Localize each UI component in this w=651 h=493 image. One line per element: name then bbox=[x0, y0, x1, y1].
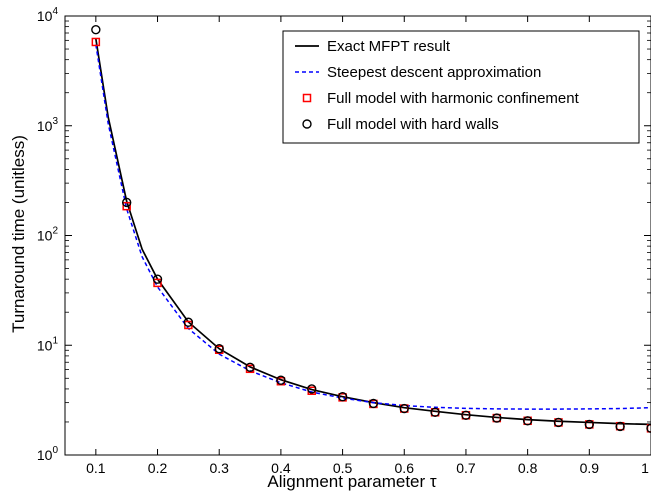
legend-label: Exact MFPT result bbox=[327, 38, 451, 55]
hard-wall-point bbox=[492, 413, 502, 423]
series-4 bbox=[91, 25, 651, 434]
hard-wall-point bbox=[91, 25, 101, 35]
y-tick-label: 100 bbox=[37, 445, 59, 463]
hard-wall-point bbox=[615, 421, 625, 432]
y-axis-title: Turnaround time (unitless) bbox=[9, 135, 28, 333]
hard-wall-point bbox=[584, 419, 595, 430]
hard-wall-point bbox=[646, 423, 651, 434]
x-tick-label: 0.7 bbox=[456, 460, 476, 476]
hard-wall-point bbox=[430, 407, 440, 417]
axes bbox=[64, 15, 651, 456]
x-tick-label: 0.1 bbox=[86, 460, 106, 476]
x-axis-title: Alignment parameter τ bbox=[267, 472, 437, 491]
series-2 bbox=[95, 44, 651, 410]
hard-wall-point bbox=[461, 410, 471, 421]
x-tick-label: 0.3 bbox=[209, 460, 229, 476]
hard-wall-point bbox=[183, 317, 194, 327]
y-tick-label: 101 bbox=[37, 335, 59, 353]
harmonic-point bbox=[153, 278, 162, 288]
hard-wall-point bbox=[245, 362, 255, 372]
hard-wall-point bbox=[399, 403, 409, 414]
x-tick-label: 0.8 bbox=[518, 460, 538, 476]
hard-wall-point bbox=[522, 416, 533, 426]
legend-swatch-square bbox=[302, 93, 312, 103]
legend-box bbox=[282, 30, 640, 144]
tick-labels: 0.1 0.2 0.3 0.4 0.5 0.6 0.7 0.8 0.9 1 100 101 102 103… bbox=[37, 6, 649, 476]
hard-wall-point bbox=[152, 274, 163, 284]
x-tick-label: 1 bbox=[641, 460, 649, 476]
series-group bbox=[91, 25, 651, 434]
harmonic-point bbox=[91, 37, 101, 47]
x-tick-label: 0.9 bbox=[580, 460, 600, 476]
steepest-descent-line bbox=[95, 44, 651, 410]
hard-wall-point bbox=[214, 344, 224, 354]
legend-label: Full model with harmonic confinement bbox=[327, 90, 580, 107]
legend-label: Full model with hard walls bbox=[327, 116, 499, 133]
hard-wall-point bbox=[368, 398, 379, 409]
legend: Exact MFPT result Steepest descent approx… bbox=[282, 30, 640, 144]
x-tick-label: 0.4 bbox=[271, 460, 291, 476]
y-tick-label: 104 bbox=[37, 6, 59, 24]
y-tick-label: 102 bbox=[37, 226, 59, 244]
x-tick-label: 0.6 bbox=[395, 460, 415, 476]
x-tick-label: 0.5 bbox=[333, 460, 353, 476]
harmonic-point bbox=[122, 201, 131, 211]
y-tick-label: 103 bbox=[37, 116, 59, 134]
exact-mfpt-line bbox=[95, 38, 651, 426]
legend-swatch-circle bbox=[302, 119, 312, 129]
legend-label: Steepest descent approximation bbox=[327, 64, 541, 81]
hard-wall-point bbox=[337, 391, 348, 402]
series-1 bbox=[95, 38, 651, 426]
hard-wall-point bbox=[121, 197, 132, 208]
x-tick-label: 0.2 bbox=[148, 460, 168, 476]
hard-wall-point bbox=[307, 384, 317, 394]
hard-wall-point bbox=[276, 375, 286, 385]
hard-wall-point bbox=[553, 417, 564, 428]
